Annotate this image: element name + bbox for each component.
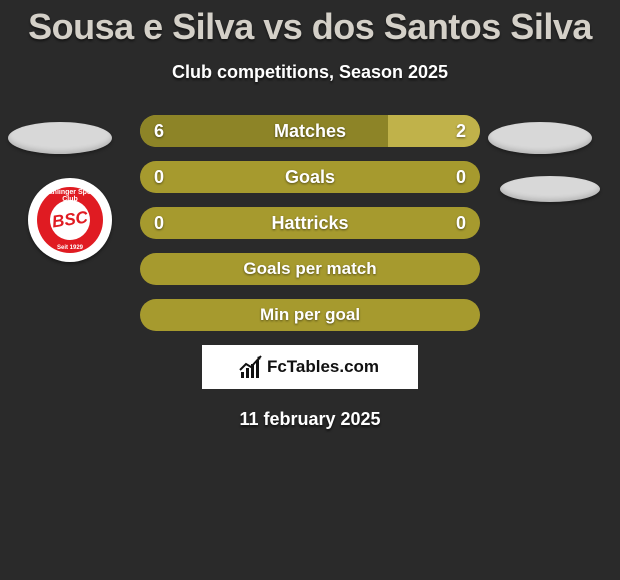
stat-label: Hattricks bbox=[140, 213, 480, 234]
club-badge-text: BSC bbox=[51, 208, 89, 233]
stat-label: Min per goal bbox=[140, 305, 480, 325]
stat-row: 00Goals bbox=[140, 161, 480, 193]
subtitle: Club competitions, Season 2025 bbox=[0, 62, 620, 83]
stat-label: Goals per match bbox=[140, 259, 480, 279]
club-badge-core: BSC bbox=[47, 197, 92, 242]
stat-row: 62Matches bbox=[140, 115, 480, 147]
date-line: 11 february 2025 bbox=[0, 409, 620, 430]
stat-row: 00Hattricks bbox=[140, 207, 480, 239]
stat-label: Goals bbox=[140, 167, 480, 188]
player-placeholder-right-1 bbox=[488, 122, 592, 154]
club-badge-ring-bottom: Seit 1929 bbox=[37, 245, 103, 251]
stat-row: Goals per match bbox=[140, 253, 480, 285]
club-badge-left: Bahlinger Sport Club BSC Seit 1929 bbox=[28, 178, 112, 262]
watermark: FcTables.com bbox=[202, 345, 418, 389]
player-placeholder-left bbox=[8, 122, 112, 154]
watermark-text: FcTables.com bbox=[267, 357, 379, 377]
chart-icon bbox=[241, 356, 263, 378]
player-placeholder-right-2 bbox=[500, 176, 600, 202]
page-title: Sousa e Silva vs dos Santos Silva bbox=[0, 0, 620, 48]
stat-label: Matches bbox=[140, 121, 480, 142]
stat-row: Min per goal bbox=[140, 299, 480, 331]
club-badge-inner: Bahlinger Sport Club BSC Seit 1929 bbox=[37, 187, 103, 253]
